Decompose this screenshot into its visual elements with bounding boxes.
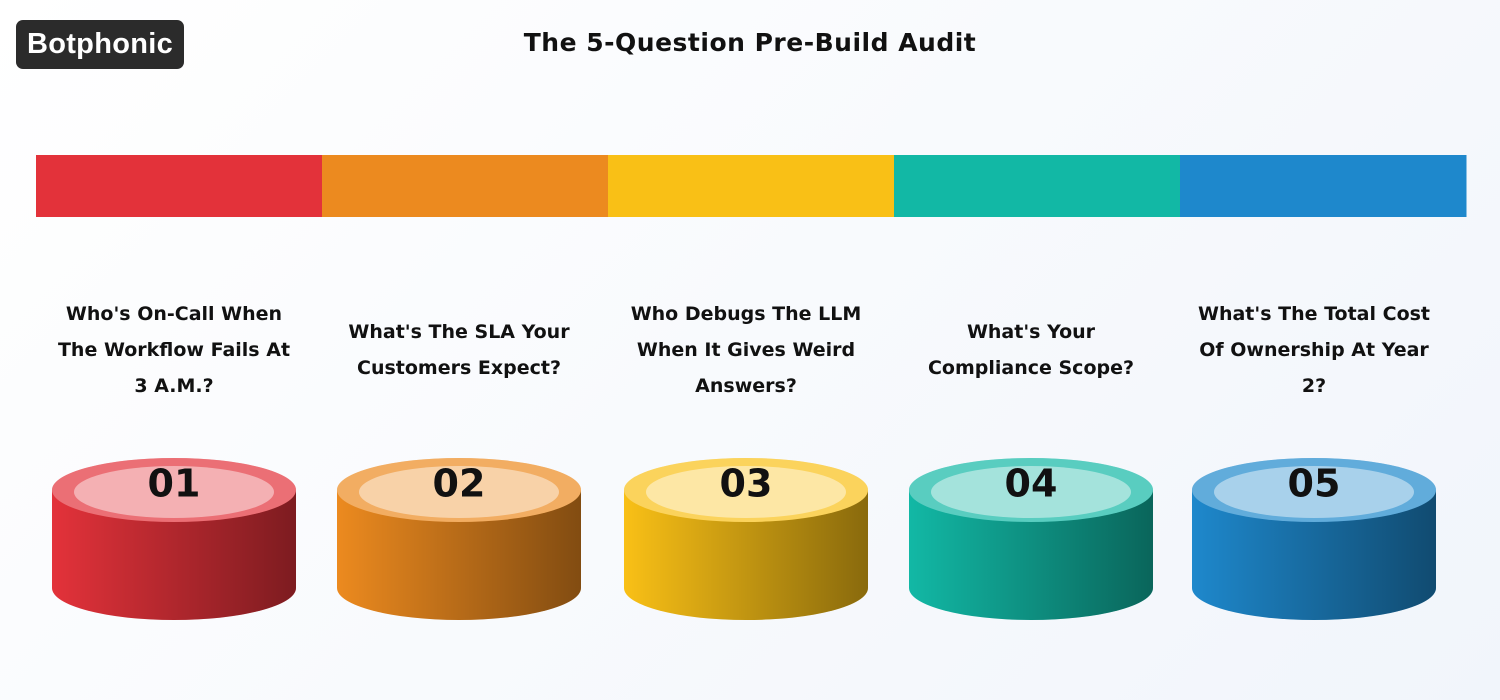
cylinder-inner xyxy=(646,466,846,518)
cylinder-shade xyxy=(624,490,868,620)
cylinder-top xyxy=(52,458,296,522)
cylinder-shade xyxy=(52,490,296,620)
step-number: 05 xyxy=(1288,462,1341,506)
cylinder-top-light xyxy=(52,458,296,522)
cylinder-shade xyxy=(337,490,581,620)
step-number: 03 xyxy=(720,462,773,506)
cylinder-top-light xyxy=(624,458,868,522)
bar-segment xyxy=(894,155,1181,217)
question: What's The SLA Your Customers Expect? xyxy=(348,321,570,379)
cylinder-top xyxy=(1192,458,1436,522)
bar-segment xyxy=(322,155,609,217)
cylinder-inner xyxy=(359,466,559,518)
question: What's Your Compliance Scope? xyxy=(927,321,1135,379)
step-number: 01 xyxy=(148,462,201,506)
cylinder-top xyxy=(624,458,868,522)
cylinder-top-light xyxy=(909,458,1153,522)
bar-segment xyxy=(1180,155,1467,217)
step-number: 04 xyxy=(1005,462,1058,506)
cylinder-shade xyxy=(909,490,1153,620)
cylinder-inner xyxy=(74,466,274,518)
question: Who's On-Call When The Workflow Fails At… xyxy=(57,303,291,397)
bar-segment xyxy=(36,155,323,217)
cylinder-top xyxy=(909,458,1153,522)
title: The 5-Question Pre-Build Audit xyxy=(523,28,977,57)
cylinder-inner xyxy=(1214,466,1414,518)
question: Who Debugs The LLM When It Gives Weird A… xyxy=(630,303,862,397)
cylinder-shade xyxy=(1192,490,1436,620)
bar-segment xyxy=(608,155,895,217)
question: What's The Total Cost Of Ownership At Ye… xyxy=(1197,303,1431,397)
cylinder-inner xyxy=(931,466,1131,518)
step-number: 02 xyxy=(433,462,486,506)
cylinder-top-light xyxy=(1192,458,1436,522)
logo: Botphonic xyxy=(16,20,184,69)
cylinder-top xyxy=(337,458,581,522)
cylinder-top-light xyxy=(337,458,581,522)
